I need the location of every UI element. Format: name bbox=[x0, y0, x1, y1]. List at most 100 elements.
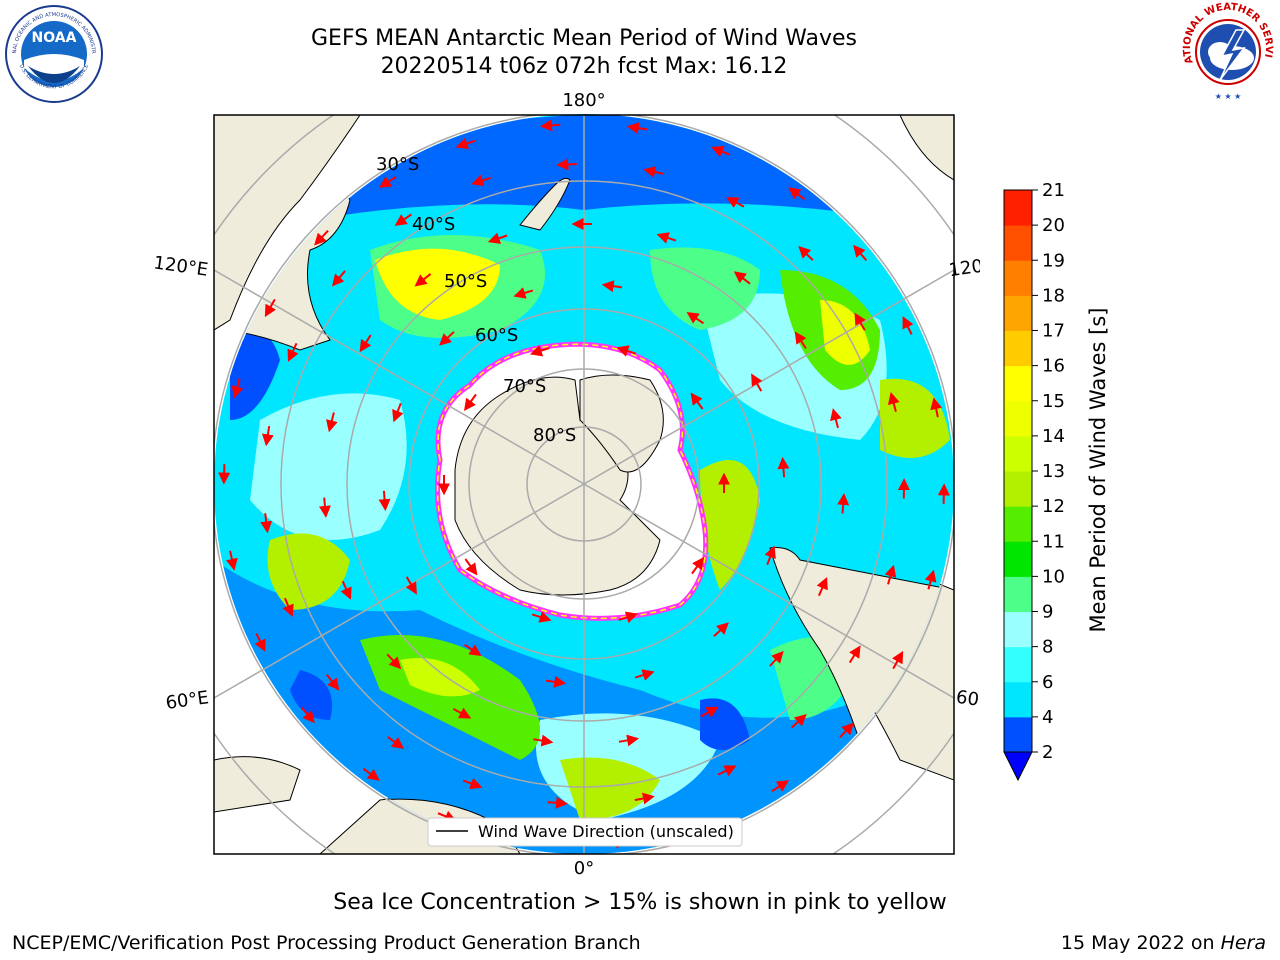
wave-direction-arrow bbox=[556, 158, 577, 171]
colorbar: 2 4 6 8 9 10 11 12 13 14 15 16 17 18 19 20 21 bbox=[1003, 180, 1065, 782]
wave-direction-arrow bbox=[513, 287, 534, 299]
wave-direction-arrow bbox=[930, 397, 942, 418]
colorbar-tick-label: 15 bbox=[1042, 391, 1065, 412]
wave-direction-arrow bbox=[777, 456, 790, 478]
colorbar-block bbox=[1004, 541, 1032, 577]
colorbar-block bbox=[1004, 190, 1032, 226]
colorbar-tick-label: 19 bbox=[1042, 250, 1065, 271]
lon-label-0: 0° bbox=[574, 858, 594, 879]
colorbar-block bbox=[1004, 260, 1032, 296]
wave-direction-arrow bbox=[902, 316, 914, 335]
wave-direction-arrow bbox=[378, 175, 397, 188]
colorbar-tick-label: 10 bbox=[1042, 566, 1065, 587]
wave-direction-arrow bbox=[405, 576, 417, 595]
colorbar-block bbox=[1004, 681, 1032, 718]
wave-direction-arrow bbox=[314, 230, 329, 246]
sea-ice-caption: Sea Ice Concentration > 15% is shown in … bbox=[333, 890, 947, 915]
wave-direction-arrow bbox=[463, 393, 477, 411]
lat-label-70s: 70°S bbox=[503, 376, 546, 397]
wave-direction-arrow bbox=[643, 166, 664, 178]
wave-direction-arrow bbox=[260, 513, 273, 534]
wave-direction-arrow bbox=[362, 767, 380, 781]
wave-direction-arrow bbox=[462, 777, 483, 790]
colorbar-block bbox=[1004, 576, 1032, 612]
colorbar-tick-label: 14 bbox=[1042, 426, 1065, 447]
wave-direction-arrow bbox=[764, 545, 776, 566]
wave-direction-arrow bbox=[892, 650, 904, 670]
wave-direction-arrow bbox=[726, 197, 745, 209]
wave-direction-arrow bbox=[529, 344, 550, 357]
wave-direction-arrow bbox=[618, 734, 640, 747]
nws-logo: NATIONAL WEATHER SERVICE ★ ★ ★ bbox=[1176, 0, 1278, 102]
wave-direction-arrow bbox=[387, 736, 405, 749]
colorbar-tick-label: 6 bbox=[1042, 672, 1053, 693]
wave-direction-arrow bbox=[656, 232, 677, 244]
footer-date: 15 May 2022 on Hera bbox=[1060, 932, 1266, 954]
colorbar-tick-label: 8 bbox=[1042, 637, 1053, 658]
wave-direction-arrow bbox=[626, 122, 648, 135]
wave-direction-arrow bbox=[816, 577, 828, 597]
wave-direction-arrow bbox=[717, 765, 737, 777]
wave-direction-arrow bbox=[340, 580, 352, 600]
wave-direction-arrow bbox=[547, 796, 568, 809]
wave-direction-arrow bbox=[386, 653, 402, 670]
colorbar-block bbox=[1004, 471, 1032, 507]
wave-direction-arrow bbox=[937, 483, 950, 504]
wave-direction-arrow bbox=[733, 271, 751, 285]
wave-direction-arrow bbox=[392, 402, 404, 423]
wave-direction-arrow bbox=[791, 713, 807, 729]
colorbar-block bbox=[1004, 225, 1032, 261]
lon-label-180: 180° bbox=[562, 90, 605, 111]
colorbar-block bbox=[1004, 646, 1032, 683]
wave-direction-arrow bbox=[853, 244, 868, 262]
wave-direction-arrow bbox=[414, 273, 432, 287]
colorbar-tick-label: 4 bbox=[1042, 707, 1053, 728]
colorbar-tick-label: 11 bbox=[1042, 531, 1065, 552]
lon-label-60w: 60°W bbox=[955, 687, 980, 715]
legend-label: Wind Wave Direction (unscaled) bbox=[478, 822, 734, 841]
wave-direction-arrow bbox=[231, 378, 244, 399]
colorbar-tick-label: 13 bbox=[1042, 461, 1065, 482]
wave-direction-arrow bbox=[837, 493, 850, 514]
wind-wave-arrows bbox=[218, 119, 950, 849]
colorbar-block bbox=[1004, 330, 1032, 367]
chart-subtitle: 20220514 t06z 072h fcst Max: 16.12 bbox=[380, 54, 788, 79]
wave-direction-arrow bbox=[618, 611, 639, 624]
wave-direction-arrow bbox=[359, 334, 372, 353]
noaa-logo: NOAA NATIONAL OCEANIC AND ATMOSPHERIC AD… bbox=[4, 4, 103, 103]
wave-direction-arrow bbox=[487, 232, 508, 244]
wave-direction-arrow bbox=[282, 597, 294, 617]
lat-label-40s: 40°S bbox=[412, 214, 455, 235]
colorbar-block bbox=[1004, 716, 1032, 753]
wave-direction-arrow bbox=[531, 611, 552, 623]
noaa-wordmark: NOAA bbox=[32, 30, 77, 46]
wave-direction-arrow bbox=[848, 645, 861, 664]
colorbar-label: Mean Period of Wind Waves [s] bbox=[1086, 307, 1110, 633]
wave-direction-arrow bbox=[264, 298, 276, 318]
wave-direction-arrow bbox=[300, 706, 315, 724]
footer-credit: NCEP/EMC/Verification Post Processing Pr… bbox=[12, 932, 641, 954]
wave-direction-arrow bbox=[261, 425, 274, 447]
wave-direction-arrow bbox=[226, 550, 238, 571]
lat-label-60s: 60°S bbox=[475, 325, 518, 346]
wave-direction-arrow bbox=[690, 392, 704, 410]
colorbar-block bbox=[1004, 365, 1032, 402]
wave-direction-arrow bbox=[711, 146, 731, 158]
lat-label-80s: 80°S bbox=[533, 425, 576, 446]
colorbar-block bbox=[1004, 506, 1032, 542]
lon-label-60e: 60°E bbox=[164, 687, 210, 714]
wave-direction-arrow bbox=[798, 246, 814, 261]
colorbar-tick-label: 2 bbox=[1042, 742, 1053, 763]
lat-label-50s: 50°S bbox=[444, 271, 487, 292]
wave-direction-arrow bbox=[545, 675, 567, 688]
lat-label-30s: 30°S bbox=[376, 154, 419, 175]
wave-direction-arrow bbox=[830, 408, 842, 429]
wave-direction-arrow bbox=[455, 137, 476, 150]
wave-direction-arrow bbox=[887, 391, 900, 412]
wave-direction-arrow bbox=[331, 270, 346, 287]
wave-direction-arrow bbox=[771, 780, 790, 793]
colorbar-tick-label: 12 bbox=[1042, 496, 1065, 517]
svg-text:★ ★ ★: ★ ★ ★ bbox=[1215, 92, 1242, 101]
wave-direction-arrow bbox=[394, 213, 412, 226]
wave-direction-arrow bbox=[839, 722, 854, 738]
